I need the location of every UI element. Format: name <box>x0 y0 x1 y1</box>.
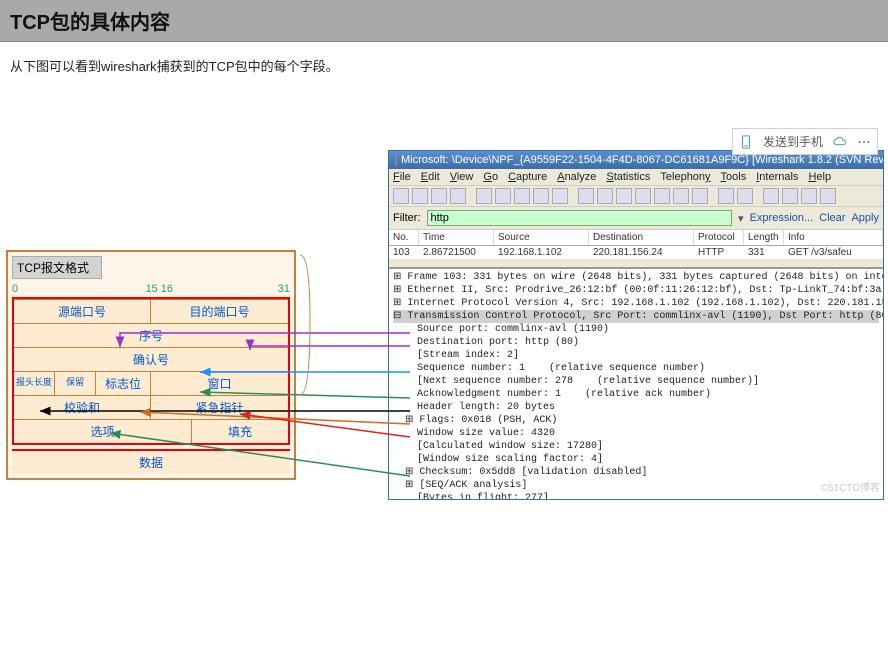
tb-icon[interactable] <box>737 188 753 204</box>
menu-bar: File Edit View Go Capture Analyze Statis… <box>389 169 883 186</box>
menu-file[interactable]: File <box>393 171 411 183</box>
app-icon <box>395 154 397 166</box>
window-title-text: Microsoft: \Device\NPF_{A9559F22-1504-4F… <box>401 154 883 166</box>
tb-icon[interactable] <box>552 188 568 204</box>
field-opt: 选项 <box>14 420 192 443</box>
toolbar <box>389 186 883 207</box>
field-chk: 校验和 <box>14 396 151 419</box>
menu-go[interactable]: Go <box>483 171 498 183</box>
main-content: TCP报文格式 0 15 16 31 源端口号 目的端口号 序号 确认号 报头长… <box>0 150 888 500</box>
menu-tools[interactable]: Tools <box>721 171 747 183</box>
field-pad: 填充 <box>192 420 288 443</box>
segment-title: TCP报文格式 <box>12 256 102 279</box>
tb-icon[interactable] <box>450 188 466 204</box>
wireshark-window: Microsoft: \Device\NPF_{A9559F22-1504-4F… <box>388 150 884 500</box>
tb-icon[interactable] <box>431 188 447 204</box>
floating-toolbar: 发送到手机 <box>732 128 878 155</box>
tb-icon[interactable] <box>597 188 613 204</box>
tb-icon[interactable] <box>578 188 594 204</box>
tb-icon[interactable] <box>495 188 511 204</box>
segment-header-box: 源端口号 目的端口号 序号 确认号 报头长度 保留 标志位 窗口 校验和 紧急指… <box>12 297 290 445</box>
tb-icon[interactable] <box>820 188 836 204</box>
tb-icon[interactable] <box>801 188 817 204</box>
tb-icon[interactable] <box>635 188 651 204</box>
page-title: TCP包的具体内容 <box>10 6 878 35</box>
field-src-port: 源端口号 <box>14 300 151 323</box>
tb-icon[interactable] <box>533 188 549 204</box>
packet-list-header: No. Time Source Destination Protocol Len… <box>389 230 883 246</box>
field-data: 数据 <box>12 451 290 474</box>
field-win: 窗口 <box>151 372 288 395</box>
menu-analyze[interactable]: Analyze <box>557 171 596 183</box>
cloud-icon[interactable] <box>833 135 847 149</box>
menu-stats[interactable]: Statistics <box>606 171 650 183</box>
description: 从下图可以看到wireshark捕获到的TCP包中的每个字段。 <box>0 42 888 81</box>
menu-view[interactable]: View <box>450 171 474 183</box>
send-phone-icon[interactable] <box>739 135 753 149</box>
filter-bar: Filter: ▾ Expression... Clear Apply <box>389 207 883 230</box>
watermark: ©51CTO博客 <box>821 479 880 494</box>
field-urg: 紧急指针 <box>151 396 288 419</box>
field-hlen: 报头长度 <box>14 372 55 395</box>
field-seq: 序号 <box>14 324 288 347</box>
tb-icon[interactable] <box>393 188 409 204</box>
tb-icon[interactable] <box>718 188 734 204</box>
tb-icon[interactable] <box>476 188 492 204</box>
field-ack: 确认号 <box>14 348 288 371</box>
tb-icon[interactable] <box>692 188 708 204</box>
filter-input[interactable] <box>427 210 733 226</box>
field-flags: 标志位 <box>96 372 151 395</box>
tb-icon[interactable] <box>412 188 428 204</box>
page-header: TCP包的具体内容 <box>0 0 888 42</box>
menu-telephony[interactable]: Telephony <box>660 171 710 183</box>
tcp-segment-diagram: TCP报文格式 0 15 16 31 源端口号 目的端口号 序号 确认号 报头长… <box>6 250 296 480</box>
field-resv: 保留 <box>55 372 96 395</box>
tb-icon[interactable] <box>616 188 632 204</box>
more-icon[interactable] <box>857 135 871 149</box>
filter-expression[interactable]: Expression... <box>750 212 814 224</box>
send-phone-label[interactable]: 发送到手机 <box>763 133 823 150</box>
menu-help[interactable]: Help <box>808 171 831 183</box>
menu-edit[interactable]: Edit <box>421 171 440 183</box>
filter-clear[interactable]: Clear <box>819 212 845 224</box>
filter-label: Filter: <box>393 212 421 224</box>
bit-ruler: 0 15 16 31 <box>8 283 294 297</box>
filter-apply[interactable]: Apply <box>851 212 879 224</box>
tb-icon[interactable] <box>782 188 798 204</box>
packet-row[interactable]: 103 2.86721500 192.168.1.102 220.181.156… <box>389 246 883 259</box>
menu-internals[interactable]: Internals <box>756 171 798 183</box>
tb-icon[interactable] <box>763 188 779 204</box>
tb-icon[interactable] <box>654 188 670 204</box>
menu-capture[interactable]: Capture <box>508 171 547 183</box>
packet-detail-tree[interactable]: ⊞ Frame 103: 331 bytes on wire (2648 bit… <box>389 267 883 500</box>
tb-icon[interactable] <box>514 188 530 204</box>
tb-icon[interactable] <box>673 188 689 204</box>
field-dst-port: 目的端口号 <box>151 300 288 323</box>
